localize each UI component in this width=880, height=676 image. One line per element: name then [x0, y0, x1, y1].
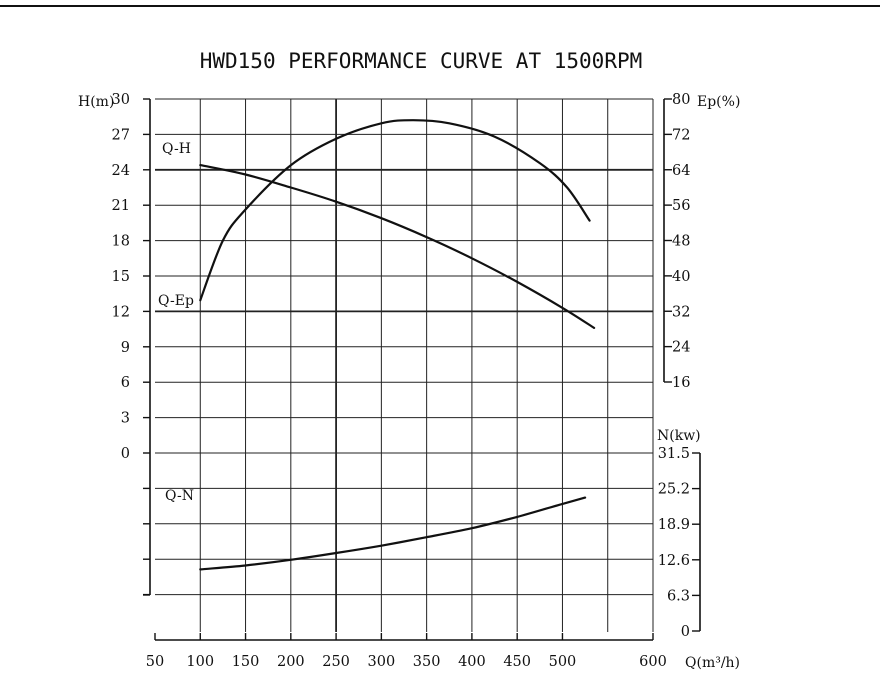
- power-tick-label: 25.2: [658, 482, 690, 498]
- x-tick-label: 200: [277, 654, 305, 670]
- efficiency-tick-label: 80: [672, 92, 690, 108]
- x-tick-label: 250: [322, 654, 350, 670]
- series-label-q-h: Q-H: [162, 141, 191, 157]
- head-tick-label: 30: [112, 92, 130, 108]
- head-tick-label: 3: [121, 411, 130, 427]
- efficiency-tick-label: 16: [672, 375, 690, 391]
- x-tick-label: 350: [413, 654, 441, 670]
- head-tick-label: 15: [112, 269, 130, 285]
- efficiency-tick-label: 64: [672, 163, 690, 179]
- head-tick-label: 12: [112, 304, 130, 320]
- series-label-q-n: Q-N: [165, 488, 194, 504]
- curve-q-h: [199, 164, 596, 329]
- grid: [155, 98, 654, 632]
- efficiency-tick-label: 32: [672, 304, 690, 320]
- power-tick-label: 31.5: [658, 446, 690, 462]
- head-tick-label: 18: [112, 234, 130, 250]
- series-label-q-ep: Q-Ep: [158, 293, 194, 309]
- x-tick-labels: 50 100 150 200 250 300 350 400 450 500 600: [146, 654, 667, 670]
- x-tick-label: 600: [639, 654, 667, 670]
- power-tick-label: 18.9: [658, 517, 690, 533]
- power-tick-label: 6.3: [667, 588, 690, 604]
- x-axis-label: Q(m³/h): [685, 655, 740, 671]
- power-tick-labels: 31.5 25.2 18.9 12.6 6.3 0: [658, 446, 690, 640]
- x-tick-label: 400: [458, 654, 486, 670]
- curve-q-ep: [199, 119, 591, 302]
- efficiency-tick-label: 56: [672, 198, 690, 214]
- power-tick-label: 12.6: [658, 553, 690, 569]
- head-tick-label: 24: [112, 163, 130, 179]
- efficiency-tick-label: 48: [672, 234, 690, 250]
- head-tick-label: 0: [121, 446, 130, 462]
- x-tick-label: 50: [146, 654, 164, 670]
- curve-q-n: [199, 496, 587, 571]
- head-tick-label: 9: [121, 340, 130, 356]
- x-tick-label: 450: [503, 654, 531, 670]
- x-tick-label: 300: [368, 654, 396, 670]
- x-tick-label: 500: [549, 654, 577, 670]
- efficiency-tick-label: 24: [672, 340, 690, 356]
- efficiency-tick-labels: 80 72 64 56 48 40 32 24 16: [672, 92, 690, 391]
- efficiency-axis-label: Ep(%): [697, 94, 740, 110]
- axes: [143, 98, 701, 641]
- efficiency-tick-label: 72: [672, 127, 690, 143]
- x-tick-label: 100: [186, 654, 214, 670]
- head-tick-label: 6: [121, 375, 130, 391]
- curves: [199, 119, 596, 571]
- head-tick-label: 21: [112, 198, 130, 214]
- chart-title: HWD150 PERFORMANCE CURVE AT 1500RPM: [200, 49, 643, 73]
- head-axis-label: H(m): [78, 94, 114, 110]
- efficiency-tick-label: 40: [672, 269, 690, 285]
- x-tick-label: 150: [232, 654, 260, 670]
- head-tick-label: 27: [112, 127, 130, 143]
- power-axis-label: N(kw): [657, 428, 701, 444]
- power-tick-label: 0: [681, 624, 690, 640]
